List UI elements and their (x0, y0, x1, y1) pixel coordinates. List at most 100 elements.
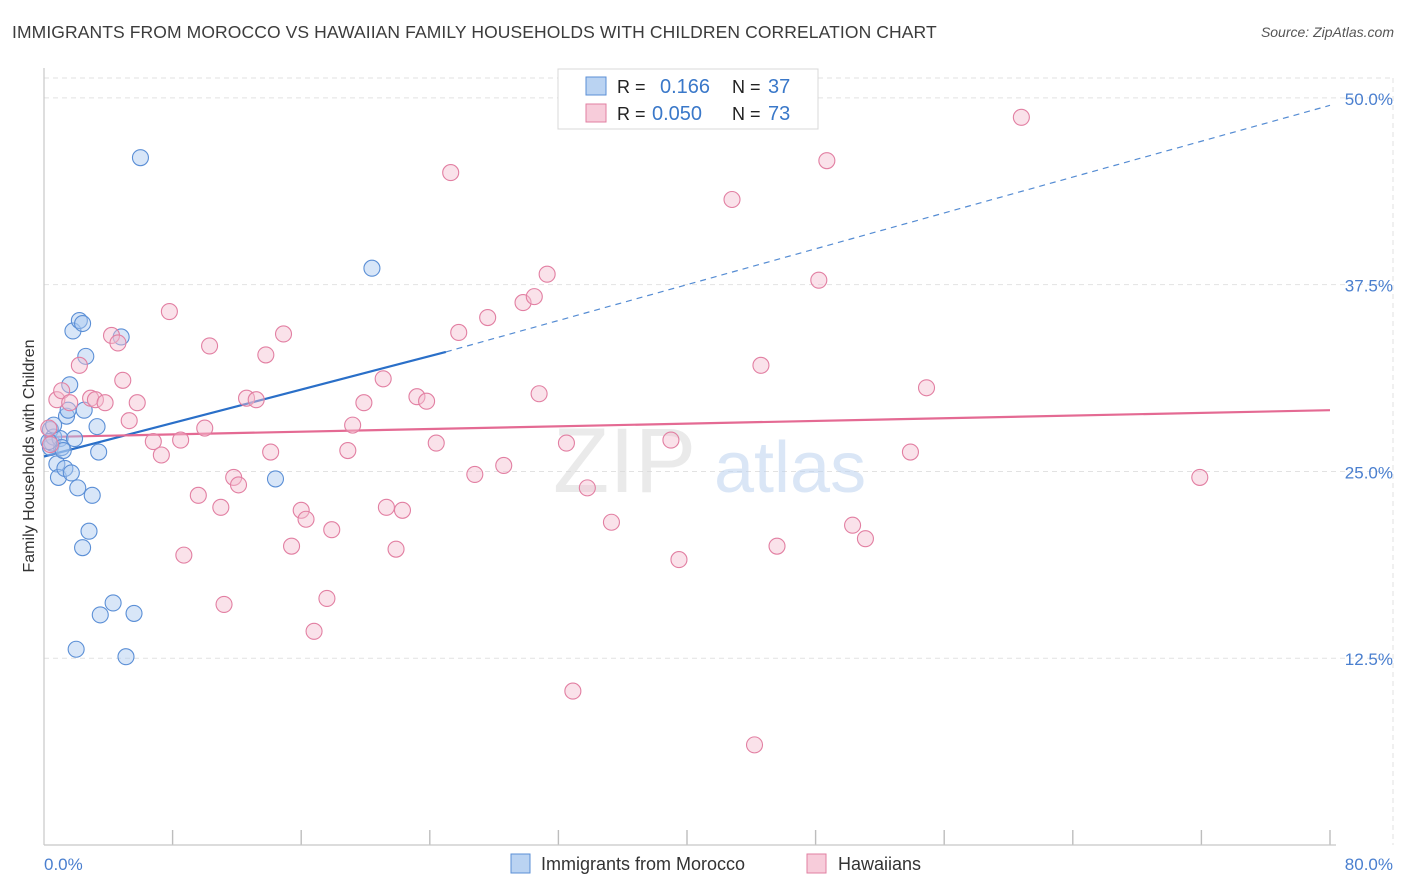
hawaiian-point (86, 391, 104, 409)
y-tick-label: 25.0% (1345, 463, 1393, 482)
hawaiian-point (901, 443, 919, 461)
morocco-point (88, 418, 106, 436)
watermark-atlas: atlas (714, 428, 866, 508)
y-tick-label: 12.5% (1345, 650, 1393, 669)
hawaiian-point (374, 370, 392, 388)
morocco-point (70, 311, 88, 330)
hawaiian-point (479, 308, 497, 327)
morocco-point (80, 522, 98, 540)
hawaiian-point (1191, 468, 1209, 486)
bottom-legend: Immigrants from Morocco Hawaiians (510, 853, 921, 874)
hawaiian-point (201, 337, 219, 355)
hawaiian-point (114, 371, 132, 389)
morocco-point (74, 539, 92, 557)
morocco-point (125, 604, 143, 622)
legend-n-label: N = (732, 77, 761, 97)
hawaiian-point (344, 416, 362, 434)
hawaiian-point (160, 303, 178, 321)
y-tick-label: 37.5% (1345, 277, 1393, 296)
hawaiian-point (128, 394, 146, 412)
hawaiian-point (557, 434, 575, 452)
legend-r-value: 0.166 (660, 76, 710, 98)
hawaiian-point (247, 391, 265, 409)
morocco-point (57, 407, 76, 425)
hawaiian-point (377, 498, 395, 516)
x-tick-label: 0.0% (44, 855, 83, 874)
legend-n-label: N = (732, 104, 761, 124)
morocco-point (67, 640, 85, 658)
hawaiian-point (466, 465, 484, 483)
hawaiian-point (61, 394, 79, 412)
hawaiian-point (752, 356, 770, 374)
hawaiian-trendline (43, 409, 1331, 439)
hawaiian-point (564, 682, 582, 700)
hawaiian-point (144, 433, 162, 451)
hawaiian-point (355, 394, 373, 412)
hawaiian-point (53, 382, 71, 400)
morocco-point (74, 314, 92, 333)
hawaiian-point (96, 394, 114, 412)
morocco-point (49, 468, 68, 486)
morocco-point (65, 430, 84, 448)
bottom-legend-swatch-blue (510, 853, 531, 874)
bottom-legend-swatch-pink (806, 853, 827, 874)
hawaiian-point (292, 501, 310, 519)
trendlines (43, 104, 1331, 458)
hawaiian-point (427, 434, 445, 452)
source-label: Source: ZipAtlas.com (1260, 24, 1394, 40)
hawaiian-point (442, 164, 460, 182)
morocco-trendline (43, 350, 447, 458)
hawaiian-point (856, 530, 874, 548)
bottom-legend-label-hawaiians: Hawaiians (838, 854, 921, 874)
hawaiian-point (408, 388, 426, 406)
hawaiian-point (602, 513, 620, 531)
hawaiian-point (274, 325, 293, 343)
hawaiian-point (418, 392, 436, 410)
bottom-legend-label-morocco: Immigrants from Morocco (541, 854, 745, 874)
hawaiian-point (297, 510, 315, 528)
hawaiian-point (48, 391, 66, 409)
morocco-point (45, 416, 63, 434)
hawaiian-point (768, 537, 786, 555)
hawaiian-point (450, 323, 468, 342)
legend: R = 0.166 N = 37 R = 0.050 N = 73 (557, 68, 819, 130)
hawaiian-point (196, 419, 214, 437)
hawaiian-point (152, 446, 170, 464)
hawaiian-point (723, 190, 741, 209)
hawaiian-point (745, 736, 764, 754)
y-axis-label: Family Households with Children (21, 340, 38, 573)
hawaiian-point (212, 498, 230, 516)
morocco-point (131, 149, 149, 167)
hawaiian-point (262, 443, 280, 461)
legend-n-value: 37 (768, 76, 790, 98)
hawaiian-point (670, 551, 688, 569)
hawaiian-point (229, 476, 248, 494)
chart-title: IMMIGRANTS FROM MOROCCO VS HAWAIIAN FAMI… (12, 22, 937, 42)
hawaiian-point (257, 346, 275, 364)
hawaiian-point (387, 540, 405, 558)
hawaiian-point (109, 334, 127, 352)
morocco-point (266, 470, 285, 488)
hawaiian-point (189, 486, 207, 504)
hawaiian-point (525, 288, 543, 306)
hawaiian-point (1012, 108, 1030, 126)
data-points (40, 108, 1209, 754)
hawaiian-point (305, 622, 323, 640)
hawaiian-point (393, 501, 412, 519)
legend-n-value: 73 (768, 103, 790, 125)
x-tick-label: 80.0% (1345, 855, 1393, 874)
legend-r-value: 0.050 (652, 103, 702, 125)
hawaiian-point (538, 265, 556, 283)
hawaiian-point (662, 431, 680, 449)
y-tick-label: 50.0% (1345, 90, 1393, 109)
hawaiian-point (339, 441, 357, 460)
legend-r-label: R = (617, 104, 646, 124)
hawaiian-point (120, 412, 138, 430)
hawaiian-point (810, 271, 828, 289)
hawaiian-point (215, 595, 233, 613)
legend-r-label: R = (617, 77, 646, 97)
hawaiian-point (41, 435, 59, 454)
morocco-point (117, 648, 135, 666)
legend-swatch-blue (585, 76, 607, 96)
